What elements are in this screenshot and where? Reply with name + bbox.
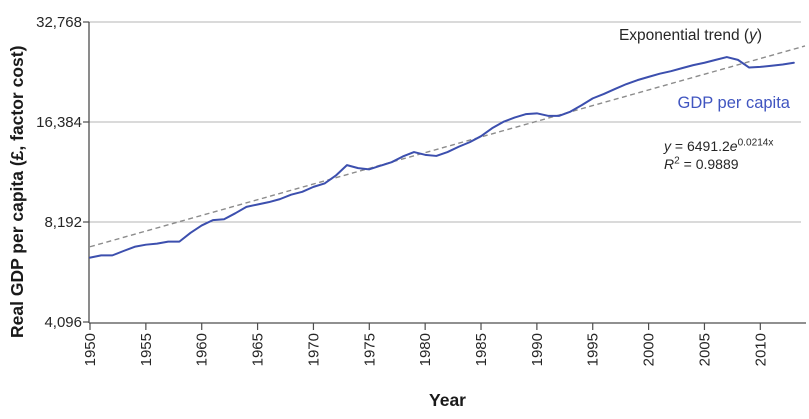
x-tick-label: 2000: [641, 333, 658, 366]
equation-coefficient: = 6491.2: [671, 138, 730, 154]
y-tick-label: 32,768: [36, 14, 82, 31]
r-squared-sup: 2: [674, 155, 680, 167]
trend-line: [89, 45, 806, 248]
x-tick-label: 1970: [305, 333, 322, 366]
x-tick-label: 1995: [585, 333, 602, 366]
trend-label-variable: y: [749, 27, 757, 44]
y-tick-label: 8,192: [44, 214, 82, 231]
gdp-legend-label: GDP per capita: [677, 94, 790, 112]
trend-label-text: Exponential trend (: [618, 27, 750, 44]
y-tick-label: 4,096: [44, 314, 82, 331]
x-tick-label: 1965: [250, 333, 267, 366]
y-axis-title: Real GDP per capita (£, factor cost): [7, 45, 27, 338]
x-tick-label: 2005: [696, 333, 713, 366]
x-tick-label: 1985: [473, 333, 490, 366]
x-tick-label: 1960: [194, 333, 211, 366]
y-tick-label: 16,384: [36, 114, 82, 131]
equation-exponent: 0.0214x: [737, 137, 774, 149]
gdp-line: [89, 56, 795, 259]
x-tick-label: 2010: [752, 333, 769, 366]
r-squared-rest: = 0.9889: [679, 156, 739, 172]
x-tick-label: 1990: [529, 333, 546, 366]
x-tick-label: 1955: [138, 333, 155, 366]
r-squared-variable: R: [664, 156, 675, 172]
x-tick-label: 1950: [82, 333, 99, 366]
x-tick-label: 1975: [361, 333, 378, 366]
trend-label-close: ): [756, 27, 762, 44]
r-squared-value: R2 = 0.9889: [664, 156, 739, 172]
trend-equation: y = 6491.2e0.0214x: [664, 138, 773, 154]
x-tick-label: 1980: [417, 333, 434, 366]
trend-legend-label: Exponential trend (y): [619, 27, 762, 45]
x-axis-title: Year: [429, 390, 466, 410]
equation-variable: y: [664, 138, 671, 154]
equation-base: e: [729, 138, 738, 154]
